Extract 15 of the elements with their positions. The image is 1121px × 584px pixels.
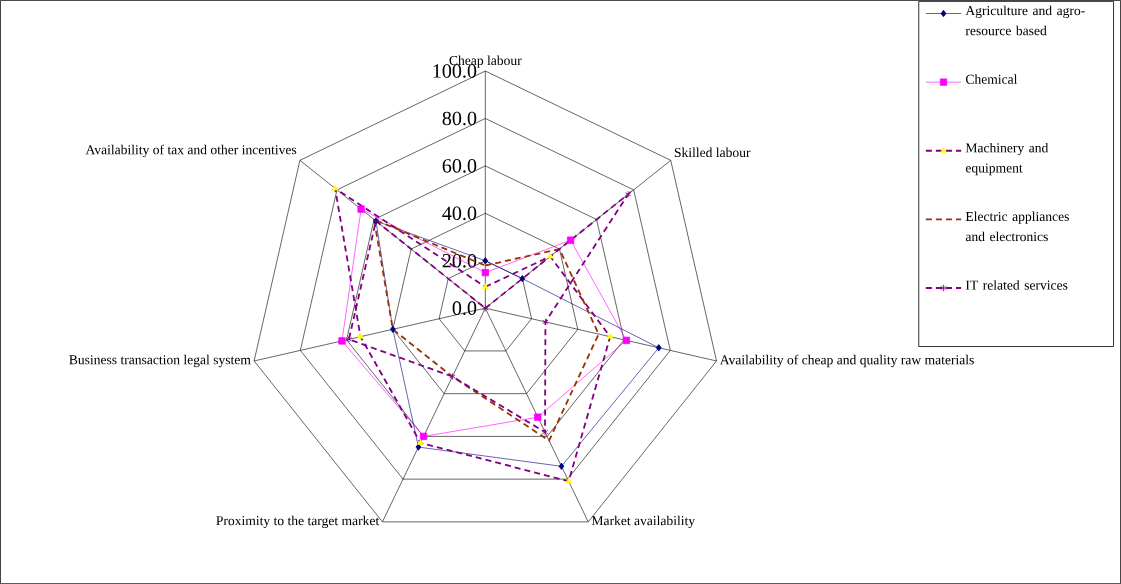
y-tick-label: 0.0 (452, 301, 477, 315)
y-tick-label: 40.0 (442, 206, 477, 221)
legend-label: Machinery and equipment (965, 142, 1049, 176)
legend-label: IT related services (965, 280, 1068, 290)
spoke-label: Skilled labour (674, 147, 751, 158)
legend-label: Electric appliances and electronics (965, 211, 1069, 242)
spoke-label: Availability of cheap and quality raw materials (719, 354, 974, 368)
spoke-label: Proximity to the target market (216, 515, 380, 528)
spoke-label: Business transaction legal system (69, 354, 251, 368)
y-tick-label: 60.0 (442, 159, 477, 173)
legend-label: Chemical (965, 74, 1018, 84)
y-tick-label: 80.0 (442, 111, 477, 126)
spoke-label: Market availability (591, 515, 696, 528)
legend-label: Agriculture and agro-resource based (965, 5, 1085, 36)
spoke-label: Availability of tax and other incentives (85, 144, 297, 158)
